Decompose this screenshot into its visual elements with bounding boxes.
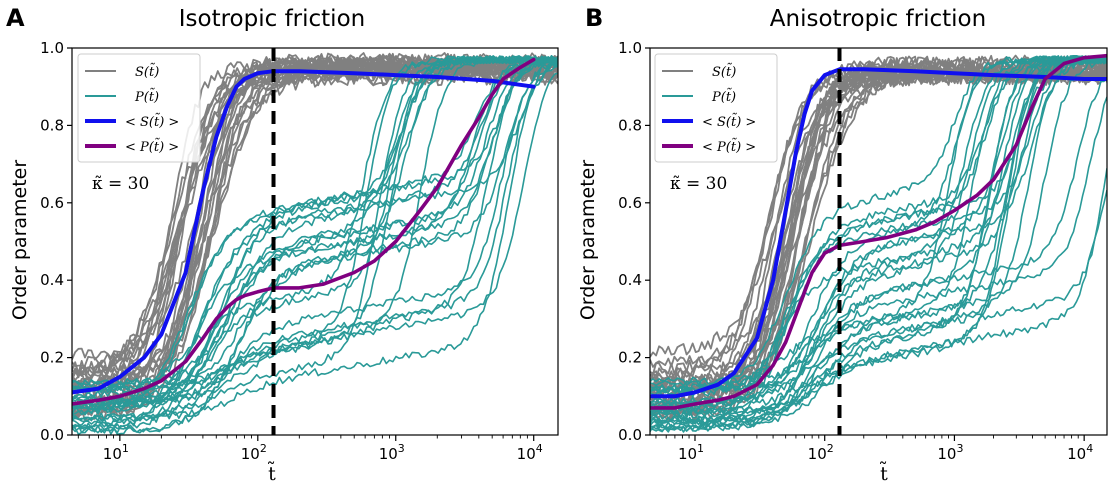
y-tick-label: 0.6 xyxy=(40,194,64,212)
trajectory-p-23 xyxy=(72,56,558,416)
kappa-annotation-b: κ̃ = 30 xyxy=(670,174,727,194)
legend-box xyxy=(654,53,778,163)
y-tick-label: 0.8 xyxy=(618,116,642,134)
trajectory-p-22 xyxy=(650,56,1107,415)
legend-box xyxy=(77,53,201,163)
y-tick-label: 0.0 xyxy=(40,426,64,444)
trajectory-p-22 xyxy=(72,72,558,406)
y-tick-label: 0.2 xyxy=(40,349,64,367)
axes-frame xyxy=(649,47,1108,436)
trajectory-p-14 xyxy=(72,55,558,388)
trajectory-p-7 xyxy=(650,55,1107,424)
x-axis-label-a: t̃ xyxy=(268,462,276,485)
y-tick-label: 0.4 xyxy=(618,271,642,289)
legend: S(t̃) P(t̃) < S(t̃) > < P(t̃) > xyxy=(654,53,778,163)
legend-label: < S(t̃) > xyxy=(702,113,756,130)
trajectory-p-15 xyxy=(72,56,558,431)
trajectory-p-16 xyxy=(650,56,1107,429)
trajectory-p-24 xyxy=(650,55,1107,426)
axes-frame xyxy=(71,47,559,436)
x-tick-label: 103 xyxy=(937,442,963,463)
series-line-mean-p xyxy=(72,57,536,406)
x-tick-label: 101 xyxy=(678,442,704,463)
trajectory-p-17 xyxy=(650,55,1107,409)
trajectory-p-25 xyxy=(72,56,558,402)
panel-letter-a: A xyxy=(6,4,25,32)
y-tick-label: 0.0 xyxy=(618,426,642,444)
series-line-mean-s xyxy=(72,69,536,395)
y-tick-label: 1.0 xyxy=(40,39,64,57)
trajectory-p-18 xyxy=(72,63,558,428)
trajectory-p-13 xyxy=(72,57,558,434)
trajectory-p-12 xyxy=(72,58,558,394)
series-line-mean-p xyxy=(650,53,1107,410)
panel-a: A Isotropic friction 0.0 0.2 0.4 0.6 0.8 1.0 1… xyxy=(6,4,559,485)
legend-label: P(t̃) xyxy=(711,88,736,105)
series-line-mean-s xyxy=(650,67,1107,399)
legend-label: < S(t̃) > xyxy=(125,113,179,130)
legend: S(t̃) P(t̃) < S(t̃) > < P(t̃) > xyxy=(77,53,201,163)
trajectory-p-19 xyxy=(72,61,558,423)
y-tick-label: 0.4 xyxy=(40,271,64,289)
trajectory-p-26 xyxy=(650,55,1107,420)
y-tick-label: 1.0 xyxy=(618,39,642,57)
trajectories xyxy=(72,52,558,435)
plot-area-a: 0.0 0.2 0.4 0.6 0.8 1.0 101 102 103 104 S(t̃) P(t̃)… xyxy=(40,39,559,463)
trajectory-p-26 xyxy=(72,55,558,410)
y-axis-label-a: Order parameter xyxy=(9,160,31,321)
trajectories xyxy=(650,53,1107,433)
panel-letter-b: B xyxy=(585,4,603,32)
trajectory-p-16 xyxy=(72,57,558,433)
legend-label: S(t̃) xyxy=(712,63,736,80)
trajectory-p-19 xyxy=(650,55,1107,433)
x-tick-label: 102 xyxy=(808,442,834,463)
y-axis-label-b: Order parameter xyxy=(577,160,599,321)
x-tick-label: 104 xyxy=(1067,442,1093,463)
y-tick-label: 0.6 xyxy=(618,194,642,212)
legend-label: < P(t̃) > xyxy=(125,138,179,155)
x-tick-label: 103 xyxy=(379,442,405,463)
trajectory-p-3 xyxy=(650,189,1107,393)
panel-title-a: Isotropic friction xyxy=(179,6,365,32)
x-axis-label-b: t̃ xyxy=(880,462,888,485)
y-tick-label: 0.8 xyxy=(40,116,64,134)
panel-b: B Anisotropic friction 0.0 0.2 0.4 0.6 0.8 1.… xyxy=(577,4,1108,485)
plot-area-b: 0.0 0.2 0.4 0.6 0.8 1.0 101 102 103 104 S(t̃) P(t̃)… xyxy=(618,39,1108,463)
trajectory-p-4 xyxy=(650,55,1107,394)
trajectory-s-26 xyxy=(72,66,558,394)
trajectory-p-1 xyxy=(72,65,558,422)
trajectory-p-25 xyxy=(650,56,1107,407)
x-tick-label: 101 xyxy=(103,442,129,463)
trajectory-p-10 xyxy=(650,57,1107,394)
x-tick-label: 102 xyxy=(241,442,267,463)
x-tick-label: 104 xyxy=(517,442,543,463)
legend-label: P(t̃) xyxy=(134,88,159,105)
trajectory-p-9 xyxy=(72,61,558,435)
panel-title-b: Anisotropic friction xyxy=(770,6,986,32)
kappa-annotation-a: κ̃ = 30 xyxy=(92,174,149,194)
legend-label: S(t̃) xyxy=(135,63,159,80)
y-tick-label: 0.2 xyxy=(618,349,642,367)
legend-label: < P(t̃) > xyxy=(702,138,756,155)
